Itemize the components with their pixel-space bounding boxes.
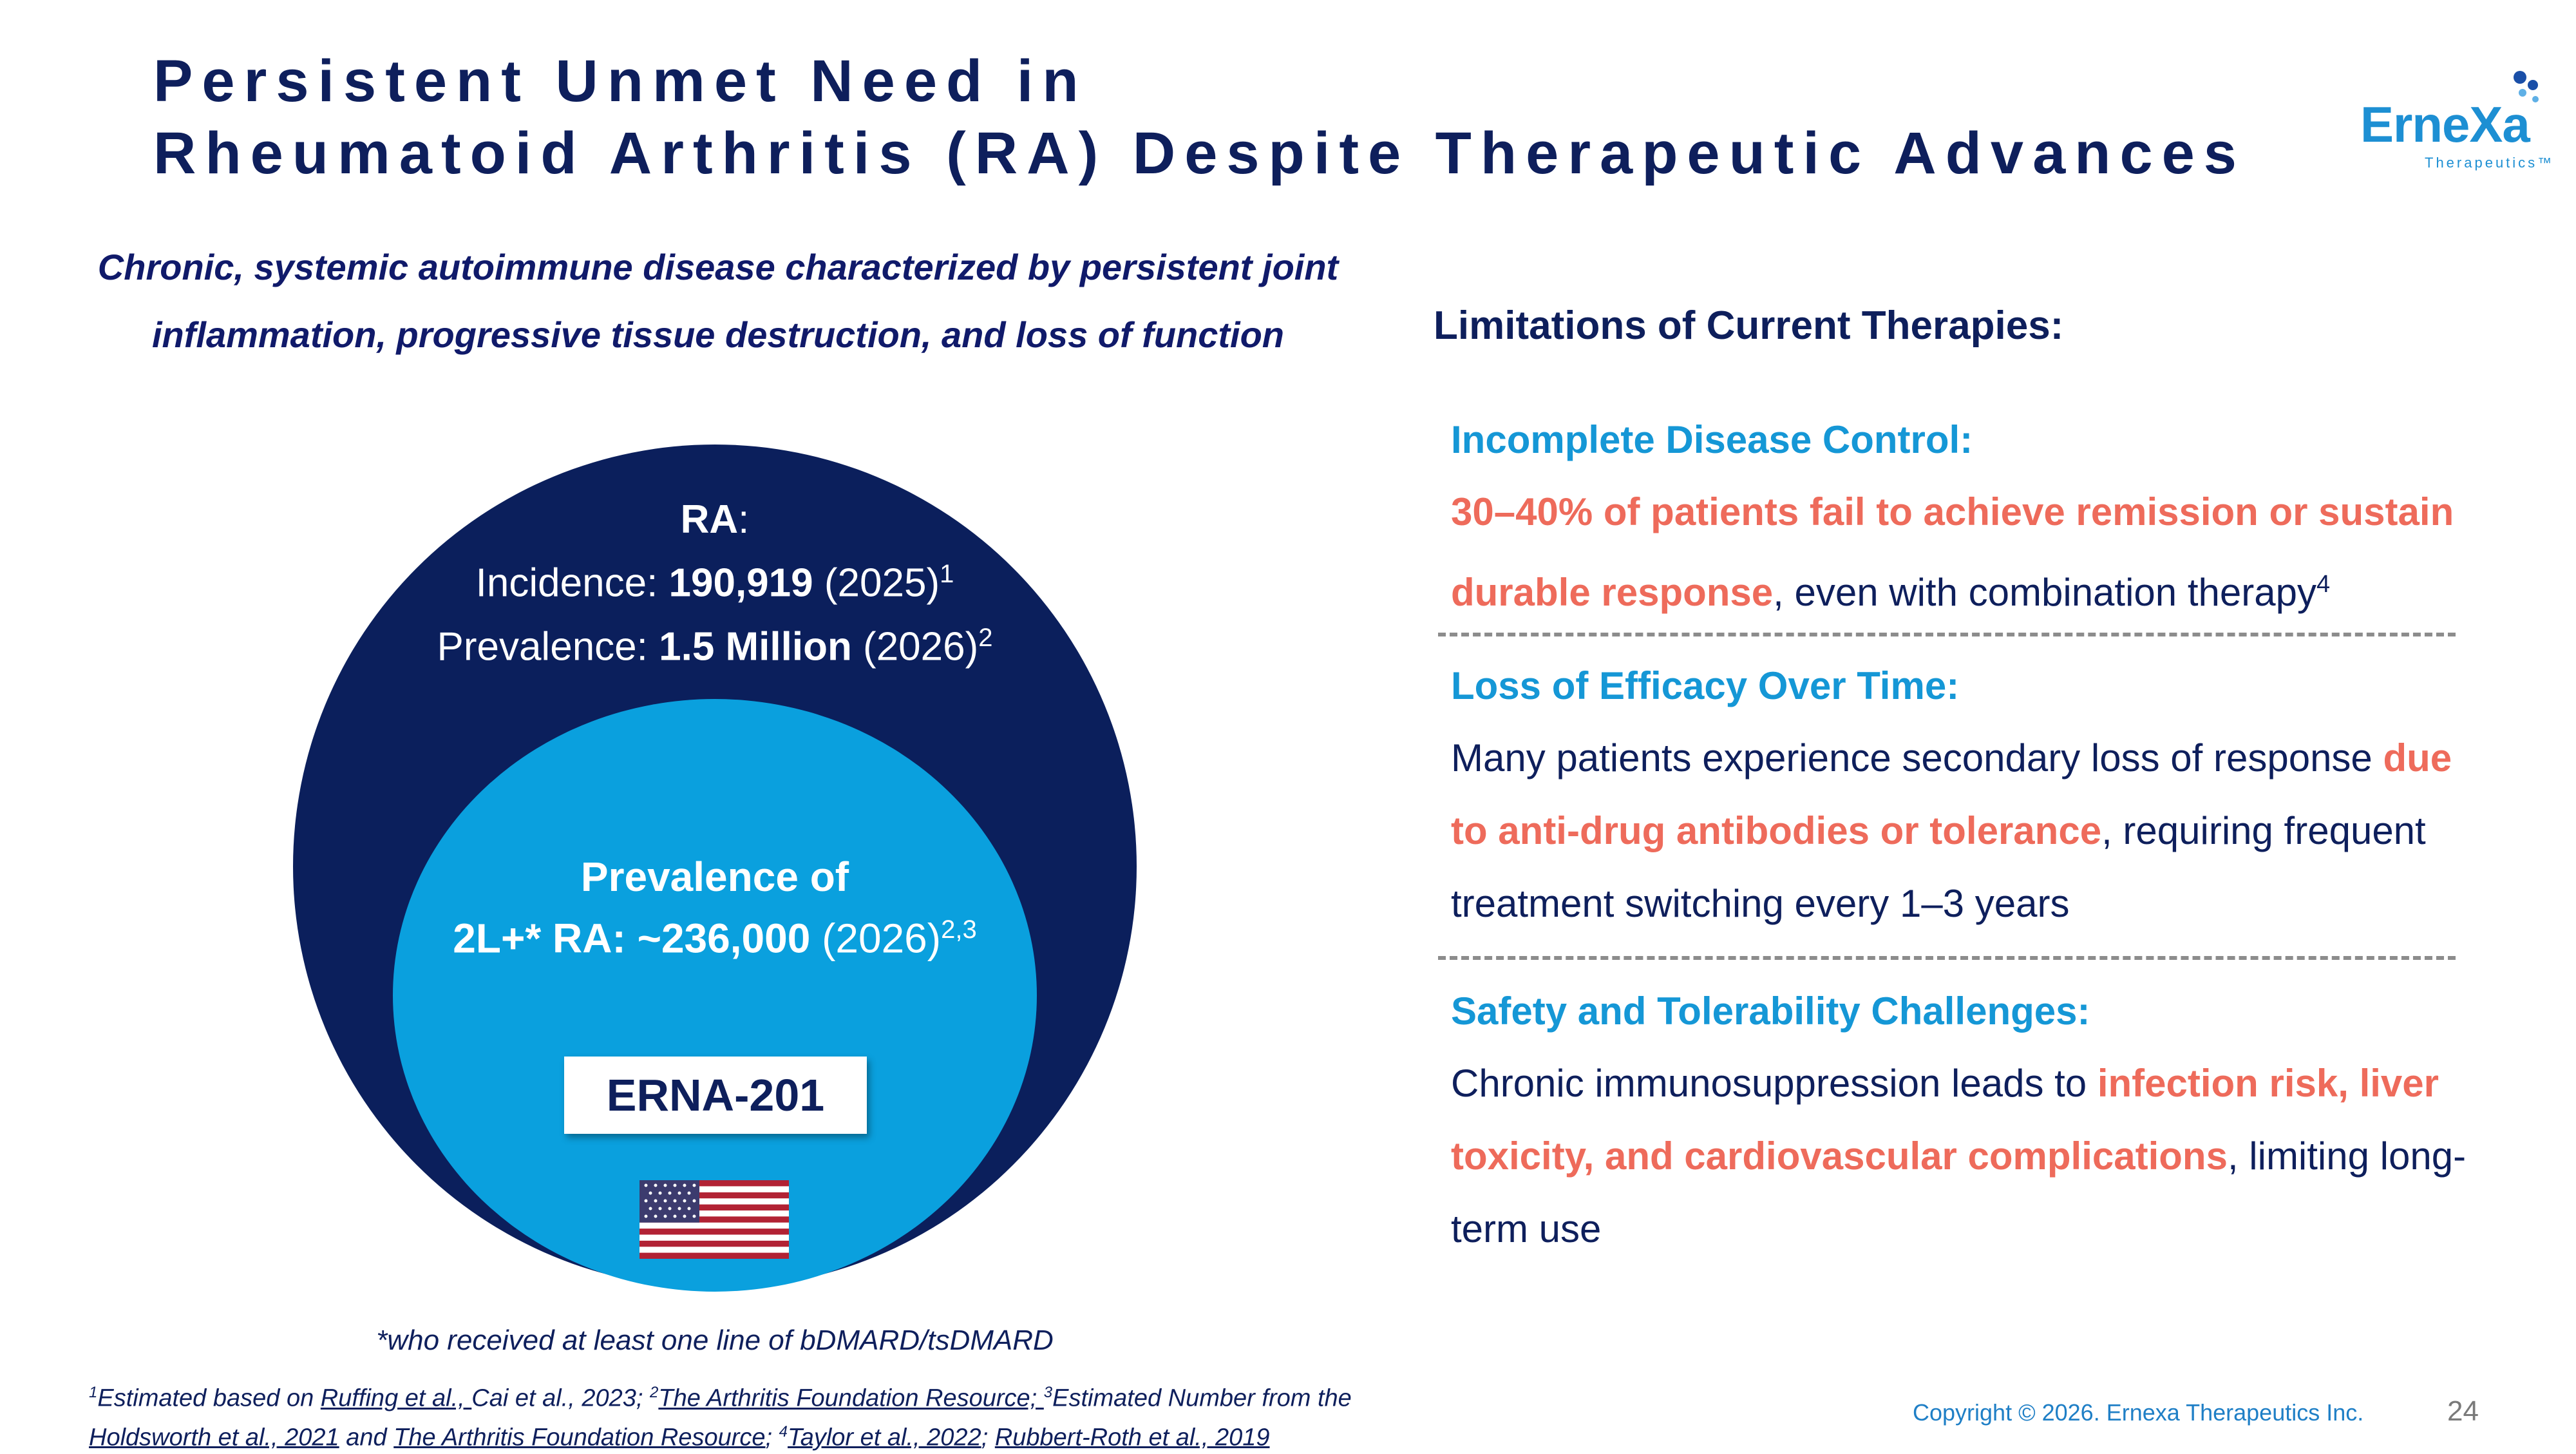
ra-label: RA xyxy=(680,497,739,542)
ref-link[interactable]: Taylor et al., 2022 xyxy=(788,1424,981,1451)
2l-ra-prevalence: 2L+* RA: ~236,000 (2026)2,3 xyxy=(453,915,977,962)
limitation-section: Loss of Efficacy Over Time: Many patient… xyxy=(1451,651,2481,940)
ra-prevalence: Prevalence: 1.5 Million (2026)2 xyxy=(437,623,993,669)
ref-link[interactable]: The Arthritis Foundation Resource; xyxy=(658,1384,1044,1412)
2l-ra-stats: Prevalence of 2L+* RA: ~236,000 (2026)2,… xyxy=(393,850,1037,964)
slide-title-line-1: Persistent Unmet Need in xyxy=(153,48,1088,114)
limitation-body: Many patients experience secondary loss … xyxy=(1451,736,2452,925)
ref-link[interactable]: The Arthritis Foundation Resource xyxy=(393,1424,766,1451)
section-divider xyxy=(1438,956,2456,960)
us-flag-icon xyxy=(639,1180,789,1259)
limitation-body: Chronic immunosuppression leads to infec… xyxy=(1451,1062,2467,1250)
page-number: 24 xyxy=(2447,1395,2479,1427)
product-badge: ERNA-201 xyxy=(564,1057,867,1134)
logo-dot-icon xyxy=(2532,96,2539,102)
limitation-section: Safety and Tolerability Challenges: Chro… xyxy=(1451,976,2481,1265)
ra-incidence: Incidence: 190,919 (2025)1 xyxy=(475,560,954,606)
ernexa-logo xyxy=(2514,71,2539,102)
ra-prevalence-value: 1.5 Million xyxy=(659,624,852,669)
logo-wordmark: ErneXa xyxy=(2360,96,2530,153)
ref-link[interactable]: Ruffing et al., xyxy=(320,1384,472,1412)
logo-dot-icon xyxy=(2514,71,2526,84)
ra-colon: : xyxy=(738,497,750,542)
limitation-heading: Loss of Efficacy Over Time: xyxy=(1451,664,1960,707)
logo-dot-icon xyxy=(2528,80,2538,90)
logo-dot-icon xyxy=(2519,89,2526,97)
copyright: Copyright © 2026. Ernexa Therapeutics In… xyxy=(1913,1399,2364,1426)
ref-link[interactable]: Rubbert-Roth et al., 2019 xyxy=(994,1424,1270,1451)
logo-tagline: Therapeutics™ xyxy=(2425,155,2555,171)
footnote-2l-definition: *who received at least one line of bDMAR… xyxy=(376,1325,1054,1356)
limitation-section: Incomplete Disease Control: 30–40% of pa… xyxy=(1451,405,2481,629)
section-divider xyxy=(1438,633,2456,636)
limitations-title: Limitations of Current Therapies: xyxy=(1434,303,2064,348)
limitation-body: 30–40% of patients fail to achieve remis… xyxy=(1451,490,2454,614)
ref-link[interactable]: Holdsworth et al., 2021 xyxy=(89,1424,339,1451)
limitation-heading: Safety and Tolerability Challenges: xyxy=(1451,990,2090,1033)
ra-stats: RA: Incidence: 190,919 (2025)1 Prevalenc… xyxy=(361,493,1069,674)
references: 1Estimated based on Ruffing et al., Cai … xyxy=(89,1384,1352,1451)
disease-description: Chronic, systemic autoimmune disease cha… xyxy=(97,247,1339,355)
2l-ra-heading: Prevalence of xyxy=(580,854,849,900)
slide-title: Persistent Unmet Need in Rheumatoid Arth… xyxy=(153,45,2278,189)
slide-title-line-2: Rheumatoid Arthritis (RA) Despite Therap… xyxy=(153,120,2246,186)
ra-incidence-value: 190,919 xyxy=(668,560,813,606)
2l-ra-value: ~236,000 xyxy=(637,915,811,962)
limitation-heading: Incomplete Disease Control: xyxy=(1451,418,1973,461)
